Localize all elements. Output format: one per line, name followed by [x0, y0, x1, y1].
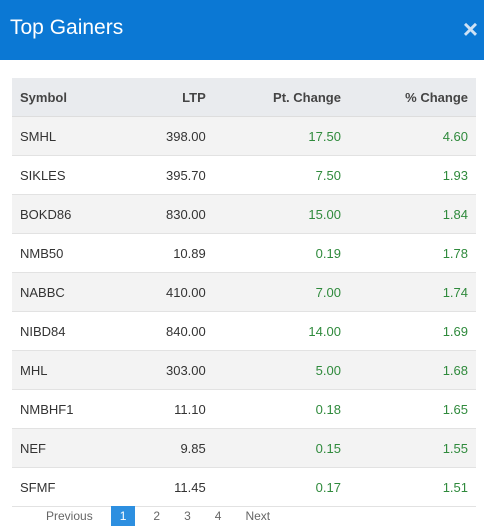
table-row[interactable]: BOKD86 830.00 15.00 1.84 — [12, 194, 476, 234]
table-row[interactable]: SFMF 11.45 0.17 1.51 — [12, 467, 476, 507]
close-button[interactable]: × — [462, 14, 478, 44]
table-cell: 410.00 — [123, 272, 214, 312]
table-cell: 395.70 — [123, 155, 214, 195]
column-header[interactable]: % Change — [348, 78, 476, 117]
table-cell: 11.10 — [123, 389, 214, 429]
table-cell: 7.00 — [213, 272, 349, 312]
page-link[interactable]: 2 — [153, 509, 161, 523]
page-link[interactable]: 3 — [184, 509, 191, 523]
table-cell: 303.00 — [123, 350, 214, 390]
table-cell: NMBHF1 — [12, 389, 124, 429]
table-cell: NMB50 — [12, 233, 124, 273]
table-row[interactable]: NIBD84 840.00 14.00 1.69 — [12, 311, 476, 351]
table-row[interactable]: MHL 303.00 5.00 1.68 — [12, 350, 476, 390]
table-row[interactable]: NMBHF1 11.10 0.18 1.65 — [12, 389, 476, 429]
column-header[interactable]: Pt. Change — [213, 78, 349, 117]
table-cell: 398.00 — [123, 116, 214, 156]
table-cell: 15.00 — [213, 194, 349, 234]
page-link[interactable]: 4 — [214, 509, 222, 523]
column-header[interactable]: Symbol — [12, 78, 124, 117]
table-row[interactable]: NMB50 10.89 0.19 1.78 — [12, 233, 476, 273]
column-header[interactable]: LTP — [123, 78, 214, 117]
table-row[interactable]: NABBC 410.00 7.00 1.74 — [12, 272, 476, 312]
table-cell: 1.78 — [348, 233, 476, 273]
page-link[interactable]: Previous — [46, 509, 93, 523]
pagination: Previous 1 2 3 4 Next — [40, 506, 276, 526]
table-cell: BOKD86 — [12, 194, 124, 234]
table-row[interactable]: SIKLES 395.70 7.50 1.93 — [12, 155, 476, 195]
table-cell: 17.50 — [213, 116, 349, 156]
table-cell: 1.55 — [348, 428, 476, 468]
table-cell: SMHL — [12, 116, 124, 156]
table-cell: 1.74 — [348, 272, 476, 312]
modal-title: Top Gainers — [10, 16, 124, 39]
table-cell: 830.00 — [123, 194, 214, 234]
table-cell: 1.93 — [348, 155, 476, 195]
table-cell: MHL — [12, 350, 124, 390]
table-cell: NIBD84 — [12, 311, 124, 351]
table-cell: 5.00 — [213, 350, 349, 390]
table-cell: 1.51 — [348, 467, 476, 507]
table-cell: 0.18 — [213, 389, 349, 429]
table-cell: SFMF — [12, 467, 124, 507]
table-cell: 1.68 — [348, 350, 476, 390]
table-cell: 1.69 — [348, 311, 476, 351]
table-cell: 0.17 — [213, 467, 349, 507]
page-link[interactable]: Next — [245, 509, 271, 523]
table-cell: 7.50 — [213, 155, 349, 195]
table-cell: 0.15 — [213, 428, 349, 468]
table-row[interactable]: NEF 9.85 0.15 1.55 — [12, 428, 476, 468]
table-cell: 0.19 — [213, 233, 349, 273]
modal-header: Top Gainers × — [0, 0, 484, 60]
table-cell: 1.65 — [348, 389, 476, 429]
table-cell: 10.89 — [123, 233, 214, 273]
table-cell: 11.45 — [123, 467, 214, 507]
table-cell: 9.85 — [123, 428, 214, 468]
table-cell: 1.84 — [348, 194, 476, 234]
page-link[interactable]: 1 — [110, 506, 136, 526]
table-row[interactable]: SMHL 398.00 17.50 4.60 — [12, 116, 476, 156]
gainers-table: Symbol LTP Pt. Change% Change SMHL 398.00 17… — [12, 78, 476, 507]
table-cell: NEF — [12, 428, 124, 468]
header-row: Symbol LTP Pt. Change% Change — [12, 78, 476, 117]
table-cell: SIKLES — [12, 155, 124, 195]
table-cell: 4.60 — [348, 116, 476, 156]
table-cell: 840.00 — [123, 311, 214, 351]
table-cell: NABBC — [12, 272, 124, 312]
table-cell: 14.00 — [213, 311, 349, 351]
